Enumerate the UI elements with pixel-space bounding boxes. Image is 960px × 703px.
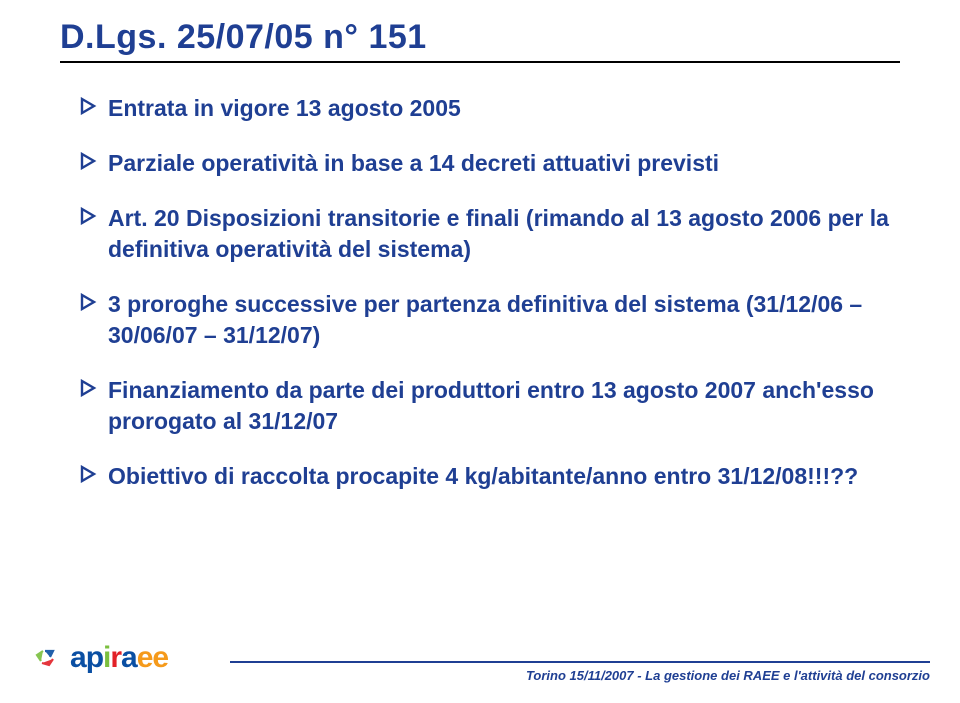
bullet-text: Entrata in vigore 13 agosto 2005 — [108, 93, 890, 124]
bullet-text: Art. 20 Disposizioni transitorie e final… — [108, 203, 890, 265]
bullet-arrow-icon — [80, 97, 98, 115]
slide: D.Lgs. 25/07/05 n° 151 Entrata in vigore… — [0, 0, 960, 703]
footer-text: Torino 15/11/2007 - La gestione dei RAEE… — [526, 668, 930, 683]
slide-title: D.Lgs. 25/07/05 n° 151 — [60, 18, 960, 57]
bullet-text: Obiettivo di raccolta procapite 4 kg/abi… — [108, 461, 890, 492]
bullet-arrow-icon — [80, 465, 98, 483]
title-wrap: D.Lgs. 25/07/05 n° 151 — [0, 0, 960, 63]
bullet-item: Finanziamento da parte dei produttori en… — [80, 375, 890, 437]
bullet-arrow-icon — [80, 293, 98, 311]
bullet-item: Art. 20 Disposizioni transitorie e final… — [80, 203, 890, 265]
bullet-text: Parziale operatività in base a 14 decret… — [108, 148, 890, 179]
logo-recycle-icon — [34, 646, 68, 670]
bullet-arrow-icon — [80, 207, 98, 225]
bullet-item: Entrata in vigore 13 agosto 2005 — [80, 93, 890, 124]
logo-letter-r: r — [110, 641, 121, 674]
footer-rule — [230, 661, 930, 663]
logo-letter-e1: e — [137, 641, 153, 674]
bullet-list: Entrata in vigore 13 agosto 2005 Parziale… — [0, 63, 960, 492]
logo-apiraee: apiraee — [34, 641, 168, 675]
logo-letter-p: p — [86, 641, 103, 674]
bullet-arrow-icon — [80, 379, 98, 397]
bullet-text: 3 proroghe successive per partenza defin… — [108, 289, 890, 351]
bullet-item: 3 proroghe successive per partenza defin… — [80, 289, 890, 351]
bullet-text: Finanziamento da parte dei produttori en… — [108, 375, 890, 437]
bullet-arrow-icon — [80, 152, 98, 170]
logo-letter-e2: e — [152, 641, 168, 674]
bullet-item: Obiettivo di raccolta procapite 4 kg/abi… — [80, 461, 890, 492]
logo-letter-a2: a — [121, 641, 137, 674]
bullet-item: Parziale operatività in base a 14 decret… — [80, 148, 890, 179]
logo-letter-a: a — [70, 641, 86, 674]
footer: apiraee Torino 15/11/2007 - La gestione … — [0, 615, 960, 703]
logo-text: apiraee — [70, 641, 168, 675]
